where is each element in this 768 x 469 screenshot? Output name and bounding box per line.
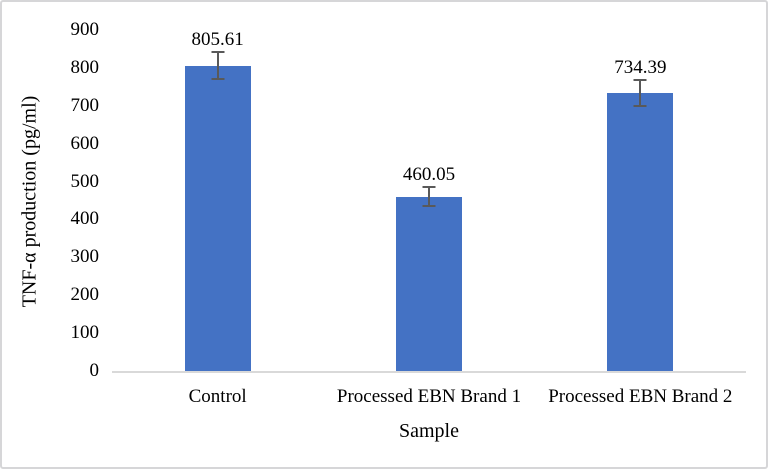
x-axis-line <box>112 371 746 373</box>
y-tick-label: 0 <box>89 360 100 381</box>
error-bar-cap <box>211 51 225 54</box>
error-bar-cap <box>422 205 436 208</box>
error-bar-cap <box>633 78 647 81</box>
error-bar-line <box>427 187 430 207</box>
bar-value-label: 734.39 <box>614 56 667 78</box>
error-bar-cap <box>633 105 647 108</box>
y-tick-label: 800 <box>70 56 100 78</box>
x-category-label: Control <box>188 386 247 407</box>
bar-slot: 460.05 <box>323 30 534 371</box>
x-axis-category-labels: Control Processed EBN Brand 1 Processed EB… <box>112 385 746 409</box>
y-tick-label: 200 <box>70 284 100 306</box>
bar-slot: 805.61 <box>112 30 323 371</box>
bar-3 <box>607 92 674 371</box>
bar-1 <box>184 65 251 371</box>
error-bar-line <box>639 79 642 107</box>
y-tick-label: 700 <box>70 94 100 116</box>
error-bar-cap <box>211 78 225 81</box>
y-axis-tick-labels: 0 100 200 300 400 500 600 700 800 900 <box>2 2 100 467</box>
y-tick-label: 100 <box>70 322 100 344</box>
bar-value-label: 460.05 <box>402 164 456 186</box>
y-tick-label: 300 <box>70 246 100 268</box>
y-tick-label: 400 <box>70 208 100 230</box>
y-tick-label: 900 <box>70 19 100 40</box>
error-bar-cap <box>422 186 436 189</box>
bar-2 <box>395 196 462 371</box>
bar-slot: 734.39 <box>535 30 746 371</box>
plot-area: 805.61 460.05 734.39 <box>112 30 746 373</box>
y-tick-label: 500 <box>70 170 100 192</box>
y-tick-label: 600 <box>70 132 100 154</box>
bar-value-label: 805.61 <box>191 29 244 51</box>
x-axis-title: Sample <box>399 420 459 442</box>
error-bar-line <box>216 52 219 80</box>
x-category-label: Processed EBN Brand 2 <box>548 386 733 407</box>
x-category-label: Processed EBN Brand 1 <box>336 386 522 407</box>
